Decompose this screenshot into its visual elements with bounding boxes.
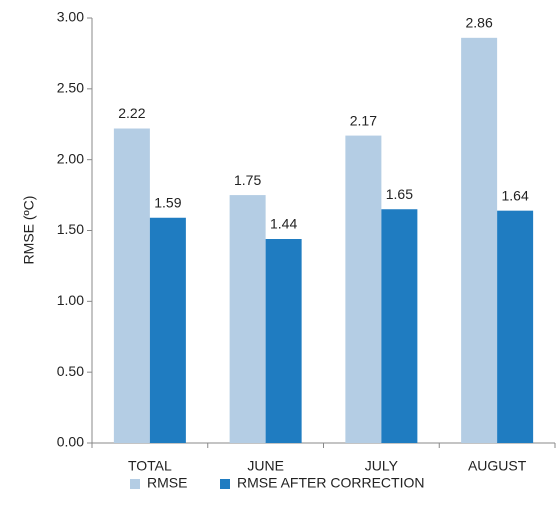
y-tick-label: 0.00 (57, 434, 84, 450)
y-tick-label: 3.00 (57, 9, 84, 25)
y-tick-label: 2.00 (57, 150, 84, 166)
x-tick-label: JUNE (247, 458, 284, 474)
bar (229, 195, 266, 443)
legend-swatch (130, 479, 140, 489)
data-label: 1.59 (154, 194, 181, 210)
bar (381, 209, 418, 443)
bar (113, 128, 150, 443)
data-label: 1.65 (386, 186, 413, 202)
bar (265, 239, 302, 443)
x-tick-label: AUGUST (468, 458, 527, 474)
data-label: 2.22 (118, 105, 145, 121)
x-tick-label: TOTAL (128, 458, 172, 474)
legend-label: RMSE (147, 475, 187, 491)
y-tick-label: 1.50 (57, 221, 84, 237)
bar (461, 37, 498, 443)
data-label: 1.75 (234, 172, 261, 188)
data-label: 2.86 (466, 15, 493, 31)
x-tick-label: JULY (365, 458, 399, 474)
data-label: 2.17 (350, 112, 377, 128)
legend-swatch (220, 479, 230, 489)
bar (345, 135, 382, 444)
bar (149, 217, 186, 443)
legend-label: RMSE AFTER CORRECTION (237, 475, 424, 491)
y-tick-label: 1.00 (57, 292, 84, 308)
bar (497, 210, 534, 443)
data-label: 1.44 (270, 216, 297, 232)
data-label: 1.64 (502, 187, 529, 203)
y-axis-label: RMSE (ºC) (21, 196, 37, 265)
y-tick-label: 0.50 (57, 363, 84, 379)
y-tick-label: 2.50 (57, 80, 84, 96)
